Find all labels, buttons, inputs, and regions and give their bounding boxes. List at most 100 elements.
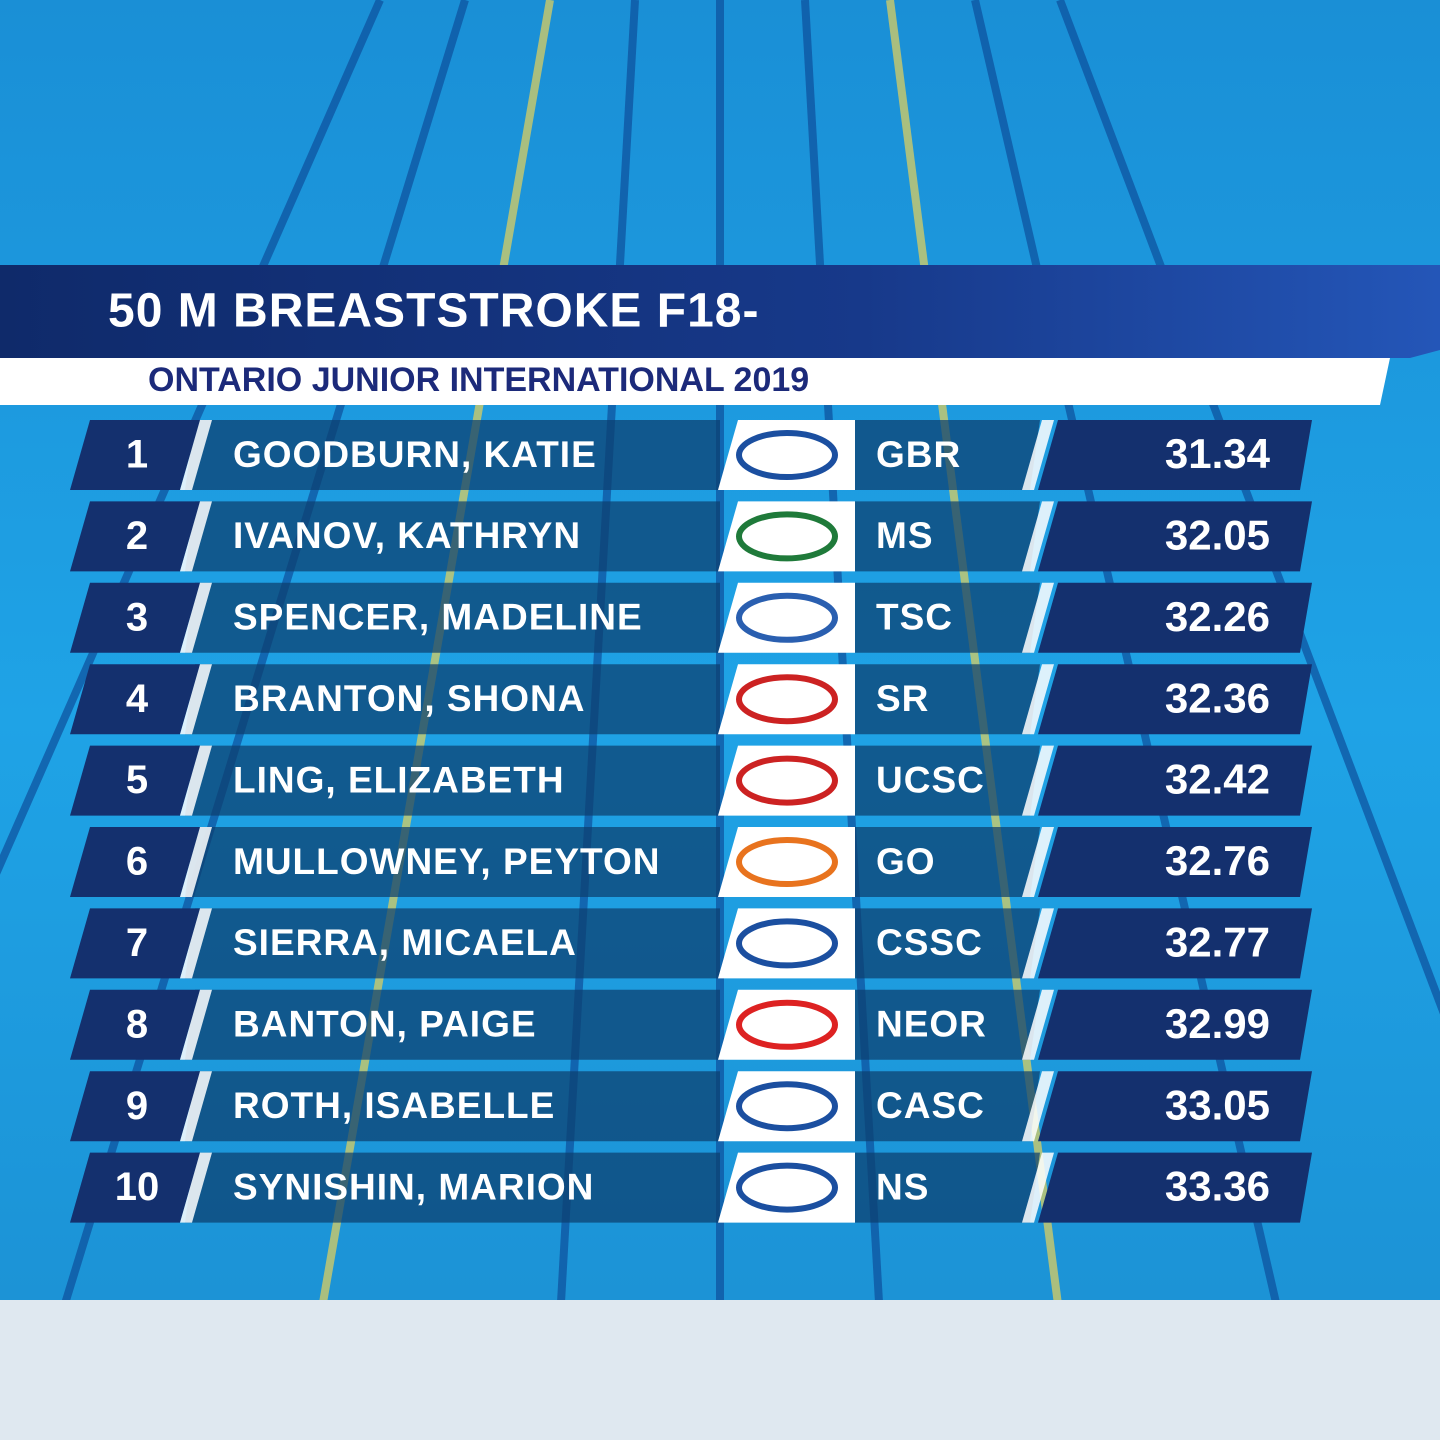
result-row: 6 MULLOWNEY, PEYTON GO 32.76 xyxy=(70,827,1312,897)
club-logo xyxy=(736,999,838,1050)
rank-slash xyxy=(180,664,212,735)
time-box xyxy=(1038,827,1312,897)
lane-line xyxy=(0,0,384,875)
swimmer-name: SIERRA, MICAELA xyxy=(233,922,577,963)
rank-box xyxy=(70,827,200,897)
club-logo xyxy=(736,1162,838,1213)
club-logo xyxy=(736,511,838,562)
time-slash xyxy=(1022,908,1054,979)
time-box xyxy=(1038,664,1312,735)
name-panel xyxy=(185,827,720,897)
subtitle-bar xyxy=(0,358,1390,405)
rank-box xyxy=(70,1071,200,1142)
time-slash xyxy=(1022,1152,1054,1223)
rank-box xyxy=(70,664,200,735)
swimmer-name: GOODBURN, KATIE xyxy=(233,434,597,475)
rank: 7 xyxy=(126,921,148,965)
rank-box xyxy=(70,420,200,490)
result-row: 1 GOODBURN, KATIE GBR 31.34 xyxy=(70,420,1312,490)
club-code: MS xyxy=(876,515,934,556)
club-code: UCSC xyxy=(876,759,985,800)
time-box xyxy=(1038,989,1312,1060)
rank: 3 xyxy=(126,595,148,639)
lane-line xyxy=(1056,0,1440,1015)
rank: 10 xyxy=(115,1165,160,1209)
rank-slash xyxy=(180,1152,212,1223)
club-code: SR xyxy=(876,678,929,719)
time-slash xyxy=(1022,827,1054,897)
rank-slash xyxy=(180,420,212,490)
rank-slash xyxy=(180,989,212,1060)
rank: 6 xyxy=(126,840,148,884)
finish-time: 32.77 xyxy=(1165,918,1270,965)
result-row: 2 IVANOV, KATHRYN MS 32.05 xyxy=(70,501,1312,572)
rank-slash xyxy=(180,908,212,979)
club-code: CASC xyxy=(876,1085,985,1126)
rank-box xyxy=(70,1152,200,1223)
name-panel xyxy=(185,908,720,979)
rank-box xyxy=(70,989,200,1060)
name-panel xyxy=(185,1152,720,1223)
rank: 4 xyxy=(126,677,149,721)
name-panel xyxy=(185,501,720,572)
time-slash xyxy=(1022,582,1054,653)
swimmer-name: LING, ELIZABETH xyxy=(233,759,565,800)
result-row: 4 BRANTON, SHONA SR 32.36 xyxy=(70,664,1312,735)
results-list: 1 GOODBURN, KATIE GBR 31.34 2 IVANOV, KATHRYN… xyxy=(70,420,1312,1223)
time-box xyxy=(1038,1152,1312,1223)
club-code: GBR xyxy=(876,434,961,475)
swimmer-name: SPENCER, MADELINE xyxy=(233,597,643,638)
name-panel xyxy=(185,989,720,1060)
club-logo xyxy=(736,674,838,725)
time-slash xyxy=(1022,664,1054,735)
rank-slash xyxy=(180,1071,212,1142)
club-panel xyxy=(855,664,1040,735)
club-panel xyxy=(855,989,1040,1060)
club-logo xyxy=(736,918,838,969)
name-panel xyxy=(185,420,720,490)
club-logo xyxy=(736,430,838,480)
time-box xyxy=(1038,501,1312,572)
time-box xyxy=(1038,582,1312,653)
rank: 5 xyxy=(126,758,148,802)
rank-box xyxy=(70,745,200,816)
club-logo xyxy=(736,1081,838,1132)
name-panel xyxy=(185,745,720,816)
finish-time: 33.05 xyxy=(1165,1081,1270,1128)
result-row: 8 BANTON, PAIGE NEOR 32.99 xyxy=(70,989,1312,1060)
club-panel xyxy=(855,1071,1040,1142)
rank-box xyxy=(70,582,200,653)
rank-slash xyxy=(180,827,212,897)
swimmer-name: IVANOV, KATHRYN xyxy=(233,515,581,556)
club-panel xyxy=(855,501,1040,572)
club-panel xyxy=(855,827,1040,897)
club-code: NEOR xyxy=(876,1004,987,1045)
club-logo xyxy=(736,755,838,806)
rank-slash xyxy=(180,582,212,653)
time-slash xyxy=(1022,989,1054,1060)
time-slash xyxy=(1022,1071,1054,1142)
finish-time: 32.05 xyxy=(1165,511,1270,558)
club-logo xyxy=(736,592,838,643)
club-panel xyxy=(855,1152,1040,1223)
time-box xyxy=(1038,420,1312,490)
club-panel xyxy=(855,420,1040,490)
result-row: 5 LING, ELIZABETH UCSC 32.42 xyxy=(70,745,1312,816)
club-panel xyxy=(855,908,1040,979)
club-code: GO xyxy=(876,841,936,882)
club-panel xyxy=(855,582,1040,653)
finish-time: 32.36 xyxy=(1165,674,1270,721)
rank-box xyxy=(70,908,200,979)
result-row: 10 SYNISHIN, MARION NS 33.36 xyxy=(70,1152,1312,1223)
rank: 9 xyxy=(126,1084,148,1128)
swimmer-name: BRANTON, SHONA xyxy=(233,678,586,719)
time-slash xyxy=(1022,501,1054,572)
swimmer-name: ROTH, ISABELLE xyxy=(233,1085,555,1126)
club-code: NS xyxy=(876,1166,929,1207)
time-box xyxy=(1038,1071,1312,1142)
name-panel xyxy=(185,664,720,735)
rank: 1 xyxy=(126,433,148,477)
finish-time: 32.76 xyxy=(1165,837,1270,884)
